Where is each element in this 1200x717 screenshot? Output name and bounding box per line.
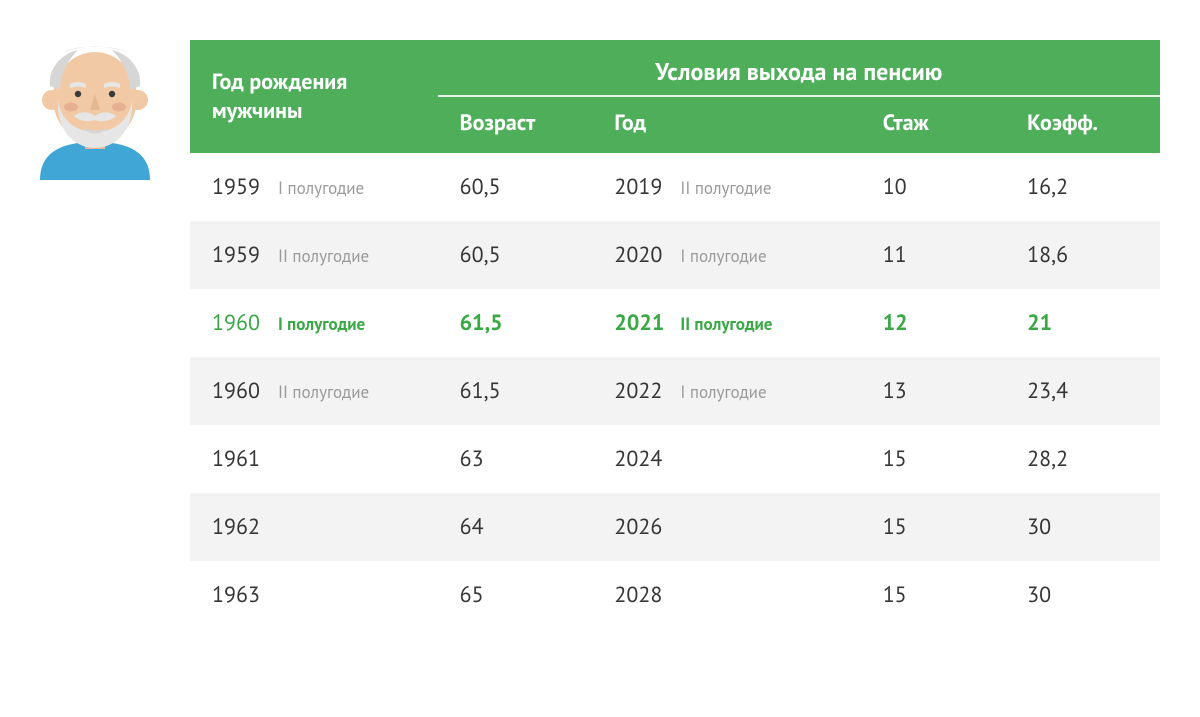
cell-stage: 11 — [861, 221, 1005, 289]
retirement-half-label: II полугодие — [680, 177, 771, 199]
col-birth-year: Год рождения мужчины — [190, 40, 438, 153]
retirement-year-value: 2020 — [614, 241, 666, 269]
birth-year-value: 1962 — [212, 513, 264, 541]
table-body: 1959 I полугодие 60,5 2019 II полугодие 1016,… — [190, 153, 1160, 629]
avatar-column — [30, 40, 160, 629]
layout: Год рождения мужчины Условия выхода на п… — [0, 0, 1200, 629]
retirement-year-value: 2028 — [614, 581, 666, 609]
cell-coef: 23,4 — [1005, 357, 1160, 425]
retirement-half-label: I полугодие — [680, 381, 766, 403]
birth-half-label: I полугодие — [278, 313, 365, 335]
cell-stage: 15 — [861, 561, 1005, 629]
col-stage: Стаж — [861, 96, 1005, 153]
cell-coef: 30 — [1005, 493, 1160, 561]
cell-retirement-year: 2021 II полугодие — [592, 289, 860, 357]
birth-half-label: I полугодие — [278, 177, 364, 199]
cell-coef: 21 — [1005, 289, 1160, 357]
pension-table-wrapper: Год рождения мужчины Условия выхода на п… — [190, 40, 1160, 629]
cell-coef: 16,2 — [1005, 153, 1160, 221]
cell-age: 63 — [438, 425, 593, 493]
retirement-year-value: 2026 — [614, 513, 666, 541]
cell-birth-year: 1963 — [190, 561, 438, 629]
retirement-year-value: 2021 — [614, 309, 666, 337]
cell-birth-year: 1960 I полугодие — [190, 289, 438, 357]
pension-table: Год рождения мужчины Условия выхода на п… — [190, 40, 1160, 629]
birth-half-label: II полугодие — [278, 381, 369, 403]
birth-year-value: 1960 — [212, 377, 264, 405]
col-group-conditions: Условия выхода на пенсию — [438, 40, 1160, 96]
retirement-half-label: II полугодие — [680, 313, 772, 335]
table-header: Год рождения мужчины Условия выхода на п… — [190, 40, 1160, 153]
cell-birth-year: 1960 II полугодие — [190, 357, 438, 425]
retirement-year-value: 2022 — [614, 377, 666, 405]
cell-age: 60,5 — [438, 221, 593, 289]
cell-stage: 13 — [861, 357, 1005, 425]
cell-stage: 15 — [861, 425, 1005, 493]
cell-retirement-year: 2019 II полугодие — [592, 153, 860, 221]
birth-year-value: 1959 — [212, 241, 264, 269]
birth-year-value: 1960 — [212, 309, 264, 337]
cell-age: 65 — [438, 561, 593, 629]
cell-stage: 10 — [861, 153, 1005, 221]
table-row: 1959 I полугодие 60,5 2019 II полугодие 1016,… — [190, 153, 1160, 221]
cell-age: 61,5 — [438, 289, 593, 357]
birth-year-value: 1961 — [212, 445, 264, 473]
cell-coef: 28,2 — [1005, 425, 1160, 493]
cell-retirement-year: 2022 I полугодие — [592, 357, 860, 425]
table-row: 1960 II полугодие 61,5 2022 I полугодие 1323,… — [190, 357, 1160, 425]
cell-birth-year: 1959 I полугодие — [190, 153, 438, 221]
col-age: Возраст — [438, 96, 593, 153]
cell-retirement-year: 2028 — [592, 561, 860, 629]
cell-retirement-year: 2024 — [592, 425, 860, 493]
retirement-year-value: 2024 — [614, 445, 666, 473]
table-row: 1959 II полугодие 60,5 2020 I полугодие 1118,… — [190, 221, 1160, 289]
cell-age: 60,5 — [438, 153, 593, 221]
cell-age: 64 — [438, 493, 593, 561]
cell-birth-year: 1961 — [190, 425, 438, 493]
cell-coef: 18,6 — [1005, 221, 1160, 289]
cell-stage: 15 — [861, 493, 1005, 561]
cell-stage: 12 — [861, 289, 1005, 357]
birth-year-value: 1963 — [212, 581, 264, 609]
cell-retirement-year: 2026 — [592, 493, 860, 561]
table-row: 1963 65 2028 1530 — [190, 561, 1160, 629]
cell-birth-year: 1962 — [190, 493, 438, 561]
col-coef: Коэфф. — [1005, 96, 1160, 153]
retirement-half-label: I полугодие — [680, 245, 766, 267]
retirement-year-value: 2019 — [614, 173, 666, 201]
cell-age: 61,5 — [438, 357, 593, 425]
cell-coef: 30 — [1005, 561, 1160, 629]
cell-birth-year: 1959 II полугодие — [190, 221, 438, 289]
old-man-icon — [30, 40, 160, 180]
col-year: Год — [592, 96, 860, 153]
table-row: 1961 63 2024 1528,2 — [190, 425, 1160, 493]
table-row: 1960 I полугодие 61,5 2021 II полугодие 1221 — [190, 289, 1160, 357]
birth-year-value: 1959 — [212, 173, 264, 201]
cell-retirement-year: 2020 I полугодие — [592, 221, 860, 289]
table-row: 1962 64 2026 1530 — [190, 493, 1160, 561]
birth-half-label: II полугодие — [278, 245, 369, 267]
